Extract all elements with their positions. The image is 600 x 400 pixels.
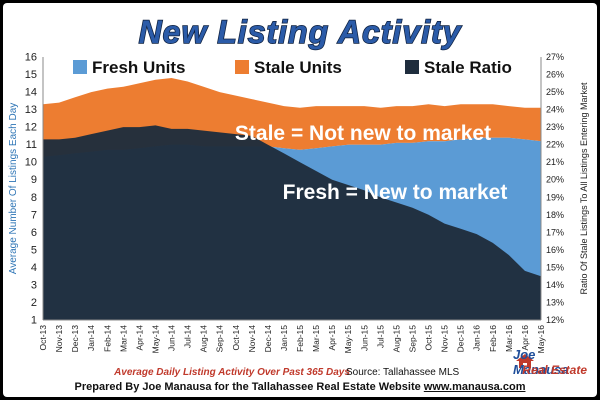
logo-line1: Joe Manausa: [513, 347, 569, 377]
x-tick-label: Aug-14: [199, 325, 209, 353]
y-tick-label: 9: [31, 174, 37, 186]
x-tick-label: Jan-14: [86, 325, 96, 351]
x-tick-label: Apr-14: [134, 325, 144, 351]
y2-tick-label: 18%: [546, 210, 564, 220]
x-tick-label: Oct-15: [424, 325, 434, 351]
y-tick-label: 7: [31, 209, 37, 221]
y2-tick-label: 24%: [546, 105, 564, 115]
logo-line2: Real Estate: [522, 363, 587, 377]
x-tick-label: Feb-15: [295, 325, 305, 352]
y-tick-label: 12: [25, 122, 37, 134]
x-tick-label: Feb-14: [102, 325, 112, 352]
chart-title: New Listing Activity: [139, 14, 463, 50]
x-tick-label: Jul-14: [183, 325, 193, 348]
x-tick-label: Nov-15: [440, 325, 450, 353]
credit-link[interactable]: www.manausa.com: [423, 381, 526, 393]
y-tick-label: 13: [25, 104, 37, 116]
y2-axis-title: Ratio Of Stale Listings To All Listings …: [579, 82, 589, 294]
x-tick-label: Jan-15: [279, 325, 289, 351]
annotation-fresh: Fresh = New to market: [283, 181, 508, 204]
y-tick-label: 11: [26, 139, 37, 151]
x-tick-label: Dec-13: [70, 325, 80, 353]
y2-tick-label: 20%: [546, 175, 564, 185]
legend-label: Stale Ratio: [424, 58, 512, 77]
x-tick-label: May-14: [150, 325, 160, 354]
y-tick-label: 1: [31, 315, 37, 327]
x-tick-label: Aug-15: [391, 325, 401, 353]
credit-text: Prepared By Joe Manausa for the Tallahas…: [74, 381, 424, 393]
y-tick-label: 2: [31, 297, 37, 309]
y2-tick-label: 13%: [546, 297, 564, 307]
x-tick-label: Dec-15: [456, 325, 466, 353]
y2-tick-label: 12%: [546, 315, 564, 325]
y-tick-label: 15: [25, 69, 37, 81]
legend-swatch: [235, 60, 249, 74]
x-tick-label: Mar-15: [311, 325, 321, 352]
legend-swatch: [73, 60, 87, 74]
company-logo: Joe Manausa Real Estate: [513, 343, 587, 387]
y2-tick-label: 17%: [546, 227, 564, 237]
y-tick-label: 5: [31, 244, 37, 256]
y2-tick-label: 15%: [546, 262, 564, 272]
chart-svg: 1234567891011121314151612%13%14%15%16%17…: [8, 13, 589, 354]
legend-label: Stale Units: [254, 58, 342, 77]
x-tick-label: Apr-15: [327, 325, 337, 351]
x-tick-label: Apr-16: [520, 325, 530, 351]
y2-tick-label: 19%: [546, 192, 564, 202]
chart-frame: 1 2 3 4 5 6 7 8 9 10 11 12 13 14 15 16 12% 13% 14% 15% 16% 17…: [3, 3, 597, 397]
y-tick-label: 16: [25, 52, 37, 64]
x-tick-label: Oct-14: [231, 325, 241, 351]
x-tick-label: May-16: [536, 325, 546, 354]
y2-tick-label: 27%: [546, 52, 564, 62]
credit-line: Prepared By Joe Manausa for the Tallahas…: [3, 381, 597, 393]
house-icon: [516, 354, 534, 368]
chart-subtitle: Average Daily Listing Activity Over Past…: [114, 367, 350, 378]
x-tick-label: Jul-15: [375, 325, 385, 348]
y-tick-label: 8: [31, 192, 37, 204]
x-tick-label: Oct-13: [38, 325, 48, 351]
legend-swatch: [405, 60, 419, 74]
x-tick-label: Nov-13: [54, 325, 64, 353]
y2-tick-label: 16%: [546, 245, 564, 255]
y-tick-label: 14: [25, 87, 37, 99]
y2-tick-label: 26%: [546, 70, 564, 80]
y-tick-label: 10: [25, 157, 37, 169]
annotation-stale: Stale = Not new to market: [235, 122, 491, 145]
x-tick-label: May-15: [343, 325, 353, 354]
x-tick-label: Jun-14: [167, 325, 177, 351]
x-tick-label: Jun-15: [359, 325, 369, 351]
y-tick-label: 4: [31, 262, 37, 274]
source-note: Source: Tallahassee MLS: [346, 367, 460, 378]
x-tick-label: Sep-14: [215, 325, 225, 353]
y2-tick-label: 22%: [546, 140, 564, 150]
x-tick-label: Dec-14: [263, 325, 273, 353]
y2-tick-label: 23%: [546, 122, 564, 132]
y-tick-label: 3: [31, 279, 37, 291]
legend-label: Fresh Units: [92, 58, 186, 77]
x-tick-label: Feb-16: [488, 325, 498, 352]
x-tick-label: Mar-14: [118, 325, 128, 352]
x-tick-label: Jan-16: [472, 325, 482, 351]
y-tick-label: 6: [31, 227, 37, 239]
stale-ratio-area: [43, 125, 541, 321]
y2-tick-label: 14%: [546, 280, 564, 290]
y-axis-title: Average Number Of Listings Each Day: [8, 103, 19, 275]
x-tick-label: Sep-15: [407, 325, 417, 353]
y2-tick-label: 25%: [546, 87, 564, 97]
x-tick-label: Nov-14: [247, 325, 257, 353]
x-tick-label: Mar-16: [504, 325, 514, 352]
y2-tick-label: 21%: [546, 157, 564, 167]
